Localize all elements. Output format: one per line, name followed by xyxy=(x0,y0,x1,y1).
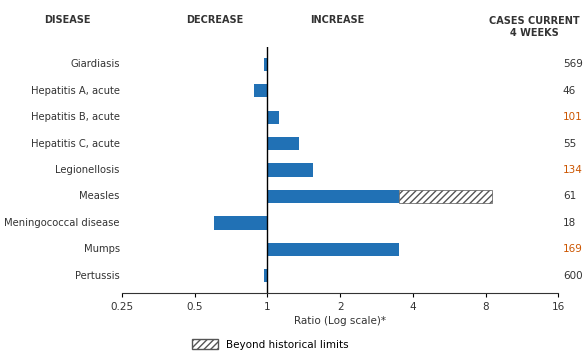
Text: Hepatitis C, acute: Hepatitis C, acute xyxy=(31,139,120,149)
Legend: Beyond historical limits: Beyond historical limits xyxy=(187,335,353,354)
Bar xyxy=(264,269,268,282)
X-axis label: Ratio (Log scale)*: Ratio (Log scale)* xyxy=(294,316,386,326)
Text: CASES CURRENT
4 WEEKS: CASES CURRENT 4 WEEKS xyxy=(489,16,579,38)
Bar xyxy=(254,84,268,97)
Bar xyxy=(268,111,279,124)
Text: Legionellosis: Legionellosis xyxy=(55,165,120,175)
Text: DECREASE: DECREASE xyxy=(185,15,243,25)
Text: Meningococcal disease: Meningococcal disease xyxy=(4,218,120,228)
Text: 134: 134 xyxy=(563,165,583,175)
Text: 169: 169 xyxy=(563,244,583,254)
Bar xyxy=(268,163,313,177)
Text: 600: 600 xyxy=(563,271,582,281)
Text: 55: 55 xyxy=(563,139,576,149)
Text: 101: 101 xyxy=(563,112,582,122)
Text: Giardiasis: Giardiasis xyxy=(70,60,120,69)
Bar xyxy=(268,190,399,203)
Text: 61: 61 xyxy=(563,191,576,201)
Bar xyxy=(268,243,399,256)
Bar xyxy=(399,190,492,203)
Bar xyxy=(214,216,268,229)
Text: INCREASE: INCREASE xyxy=(311,15,365,25)
Bar xyxy=(264,58,268,71)
Text: Hepatitis B, acute: Hepatitis B, acute xyxy=(31,112,120,122)
Text: Hepatitis A, acute: Hepatitis A, acute xyxy=(31,86,120,96)
Text: 46: 46 xyxy=(563,86,576,96)
Text: 18: 18 xyxy=(563,218,576,228)
Text: Pertussis: Pertussis xyxy=(75,271,120,281)
Text: DISEASE: DISEASE xyxy=(44,15,91,25)
Text: Mumps: Mumps xyxy=(83,244,120,254)
Text: Measles: Measles xyxy=(79,191,120,201)
Bar xyxy=(268,137,299,150)
Text: 569: 569 xyxy=(563,60,583,69)
